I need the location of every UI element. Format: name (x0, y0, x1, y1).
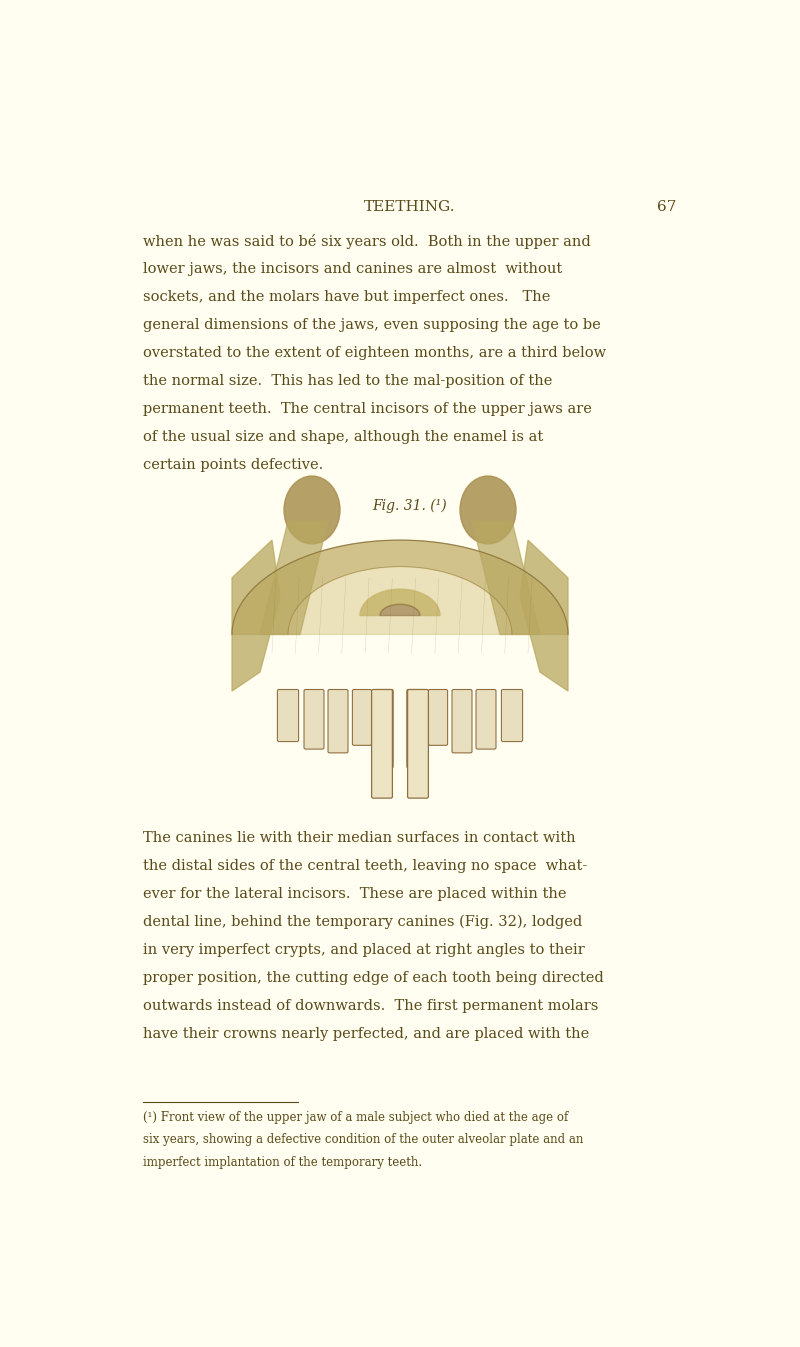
Polygon shape (260, 521, 328, 634)
Text: The canines lie with their median surfaces in contact with: The canines lie with their median surfac… (143, 831, 576, 845)
Text: the distal sides of the central teeth, leaving no space  what-: the distal sides of the central teeth, l… (143, 858, 588, 873)
Text: permanent teeth.  The central incisors of the upper jaws are: permanent teeth. The central incisors of… (143, 403, 592, 416)
Polygon shape (360, 589, 440, 616)
Text: Fig. 31. (¹): Fig. 31. (¹) (373, 498, 447, 513)
FancyBboxPatch shape (352, 690, 371, 745)
FancyBboxPatch shape (374, 690, 393, 768)
Text: when he was said to bé six years old.  Both in the upper and: when he was said to bé six years old. B… (143, 234, 591, 249)
Text: of the usual size and shape, although the enamel is at: of the usual size and shape, although th… (143, 430, 544, 445)
Text: overstated to the extent of eighteen months, are a third below: overstated to the extent of eighteen mon… (143, 346, 606, 360)
Text: certain points defective.: certain points defective. (143, 458, 324, 473)
Polygon shape (232, 540, 280, 691)
FancyBboxPatch shape (328, 690, 348, 753)
FancyBboxPatch shape (407, 690, 426, 768)
Polygon shape (232, 540, 568, 634)
Text: lower jaws, the incisors and canines are almost  without: lower jaws, the incisors and canines are… (143, 263, 562, 276)
Text: (¹) Front view of the upper jaw of a male subject who died at the age of: (¹) Front view of the upper jaw of a mal… (143, 1111, 569, 1123)
Text: the normal size.  This has led to the mal-position of the: the normal size. This has led to the mal… (143, 374, 553, 388)
FancyBboxPatch shape (452, 690, 472, 753)
FancyBboxPatch shape (304, 690, 324, 749)
Polygon shape (288, 567, 512, 634)
FancyBboxPatch shape (429, 690, 448, 745)
Text: general dimensions of the jaws, even supposing the age to be: general dimensions of the jaws, even sup… (143, 318, 601, 333)
Polygon shape (520, 540, 568, 691)
Ellipse shape (284, 475, 340, 544)
Text: six years, showing a defective condition of the outer alveolar plate and an: six years, showing a defective condition… (143, 1133, 584, 1146)
FancyBboxPatch shape (371, 690, 393, 799)
Text: imperfect implantation of the temporary teeth.: imperfect implantation of the temporary … (143, 1156, 422, 1169)
FancyBboxPatch shape (476, 690, 496, 749)
FancyBboxPatch shape (502, 690, 522, 742)
FancyBboxPatch shape (278, 690, 298, 742)
Text: ever for the lateral incisors.  These are placed within the: ever for the lateral incisors. These are… (143, 886, 567, 901)
Text: sockets, and the molars have but imperfect ones.   The: sockets, and the molars have but imperfe… (143, 290, 550, 304)
Text: 67: 67 (658, 199, 677, 214)
Text: dental line, behind the temporary canines (Fig. 32), lodged: dental line, behind the temporary canine… (143, 915, 582, 929)
Text: outwards instead of downwards.  The first permanent molars: outwards instead of downwards. The first… (143, 998, 598, 1013)
Ellipse shape (460, 475, 516, 544)
Text: have their crowns nearly perfected, and are placed with the: have their crowns nearly perfected, and … (143, 1026, 590, 1041)
Polygon shape (472, 521, 540, 634)
FancyBboxPatch shape (408, 690, 429, 799)
Text: proper position, the cutting edge of each tooth being directed: proper position, the cutting edge of eac… (143, 971, 604, 985)
Text: TEETHING.: TEETHING. (364, 199, 456, 214)
Polygon shape (380, 605, 420, 616)
Text: in very imperfect crypts, and placed at right angles to their: in very imperfect crypts, and placed at … (143, 943, 585, 956)
